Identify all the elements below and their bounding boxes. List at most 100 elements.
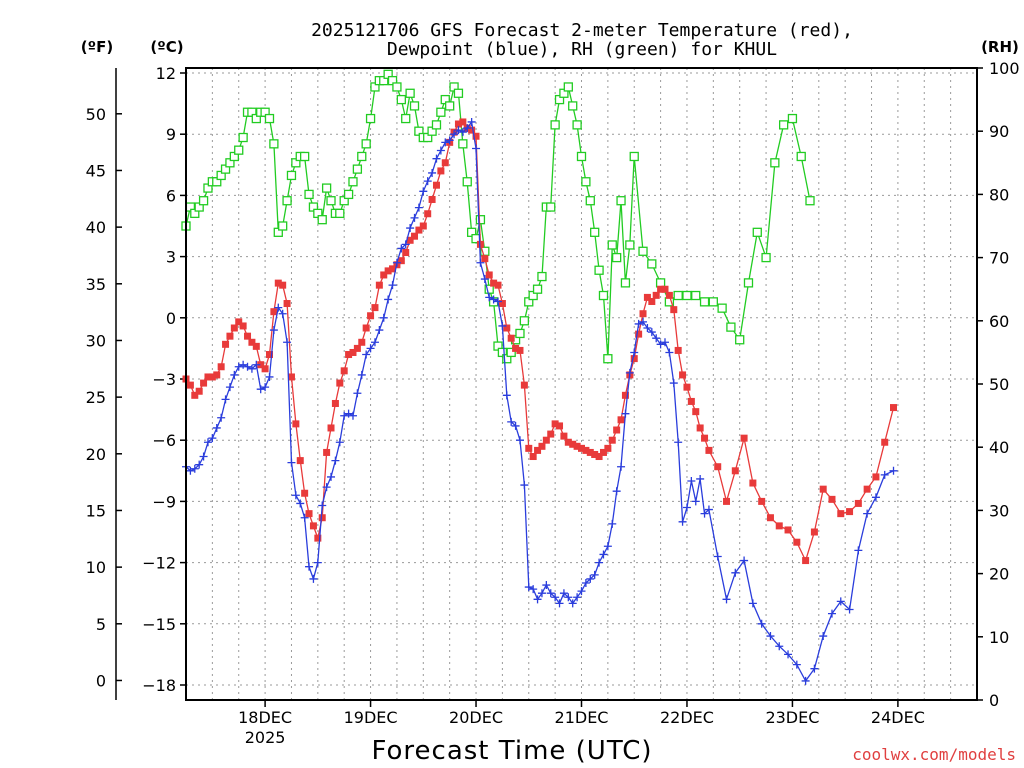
temperature-point xyxy=(573,442,581,450)
fahrenheit-tick-label: 30 xyxy=(86,331,106,350)
temperature-point xyxy=(314,534,322,542)
dewpoint-point xyxy=(507,417,516,426)
credit-link[interactable]: coolwx.com/models xyxy=(852,745,1016,764)
celsius-tick-label: −6 xyxy=(152,431,176,450)
dewpoint-point xyxy=(450,130,459,139)
dewpoint-line xyxy=(185,120,894,683)
rh-point xyxy=(278,221,288,231)
temperature-point xyxy=(279,281,287,289)
rh-line xyxy=(185,73,811,360)
dewpoint-point xyxy=(234,362,243,371)
rh-point xyxy=(317,215,327,225)
temperature-point xyxy=(692,408,700,416)
dewpoint-point xyxy=(243,362,252,371)
temperature-point xyxy=(257,361,265,369)
dewpoint-point xyxy=(740,556,749,565)
rh-point xyxy=(572,120,582,130)
temperature-point xyxy=(643,293,651,301)
dewpoint-point xyxy=(704,505,713,514)
dewpoint-point xyxy=(190,464,199,473)
dewpoint-point xyxy=(366,344,375,353)
rh-point xyxy=(198,196,209,206)
temperature-point xyxy=(731,467,739,475)
dewpoint-point xyxy=(327,472,336,481)
temperature-point xyxy=(665,291,673,299)
dewpoint-point xyxy=(612,487,621,496)
fahrenheit-tick-label: 45 xyxy=(86,161,106,180)
rh-point xyxy=(673,290,683,301)
celsius-tick-label: −12 xyxy=(142,554,176,573)
rh-tick-label: 50 xyxy=(989,375,1009,394)
fahrenheit-unit-label: (ºF) xyxy=(81,38,113,56)
temperature-point xyxy=(397,257,405,265)
temperature-point xyxy=(556,422,564,430)
dewpoint-point xyxy=(247,364,256,373)
temperature-point xyxy=(213,371,221,379)
rh-point xyxy=(629,151,639,162)
dewpoint-point xyxy=(608,519,617,528)
dewpoint-point xyxy=(283,338,292,347)
rh-point xyxy=(304,189,314,200)
rh-point xyxy=(717,303,727,313)
rh-point xyxy=(321,183,332,193)
temperature-point xyxy=(613,426,621,434)
dewpoint-point xyxy=(335,438,344,447)
dewpoint-point xyxy=(639,317,648,326)
rh-point xyxy=(778,120,789,130)
temperature-point xyxy=(705,446,713,454)
temperature-point xyxy=(476,240,484,248)
x-tick-year-label: 2025 xyxy=(245,728,286,747)
dewpoint-point xyxy=(269,326,278,335)
temperature-point xyxy=(608,436,616,444)
temperature-point xyxy=(349,348,357,356)
dewpoint-point xyxy=(845,605,854,614)
temperature-point xyxy=(639,310,647,318)
dewpoint-point xyxy=(766,632,775,641)
rh-point xyxy=(343,189,354,200)
dewpoint-point xyxy=(458,128,467,137)
temperature-point xyxy=(498,300,506,308)
temperature-point xyxy=(235,318,243,326)
temperature-point xyxy=(195,387,203,395)
dewpoint-point xyxy=(656,340,665,349)
temperature-point xyxy=(503,324,511,332)
fahrenheit-tick-label: 50 xyxy=(86,105,106,124)
temperature-point xyxy=(309,522,317,530)
dewpoint-point xyxy=(480,275,489,284)
temperature-point xyxy=(890,404,898,412)
dewpoint-point xyxy=(660,338,669,347)
rh-point xyxy=(805,196,815,206)
rh-point xyxy=(594,265,604,275)
dewpoint-point xyxy=(603,542,612,551)
temperature-point xyxy=(819,485,827,493)
dewpoint-point xyxy=(669,379,678,388)
dewpoint-point xyxy=(278,309,287,318)
fahrenheit-tick-label: 10 xyxy=(86,558,106,577)
temperature-point xyxy=(468,126,476,134)
temperature-point xyxy=(358,338,366,346)
rh-point xyxy=(752,227,762,237)
dewpoint-point xyxy=(682,503,691,512)
dewpoint-point xyxy=(520,481,529,490)
rh-point xyxy=(796,151,806,162)
dewpoint-point xyxy=(595,558,604,567)
rh-point xyxy=(299,151,310,162)
temperature-point xyxy=(494,281,502,289)
rh-tick-label: 70 xyxy=(989,249,1009,268)
rh-point xyxy=(616,196,626,206)
rh-point xyxy=(550,120,560,130)
temperature-point xyxy=(481,255,489,263)
dewpoint-point xyxy=(630,348,639,357)
dewpoint-point xyxy=(784,650,793,659)
rh-point xyxy=(576,151,587,162)
celsius-tick-label: 3 xyxy=(166,248,176,267)
rh-point xyxy=(392,82,402,92)
x-tick-label: 21DEC xyxy=(555,708,609,727)
rh-point xyxy=(396,94,406,105)
dewpoint-point xyxy=(195,460,204,469)
temperature-point xyxy=(534,446,542,454)
dewpoint-point xyxy=(357,370,366,379)
rh-point xyxy=(445,101,455,111)
rh-point xyxy=(607,240,617,250)
temperature-point xyxy=(485,271,493,279)
